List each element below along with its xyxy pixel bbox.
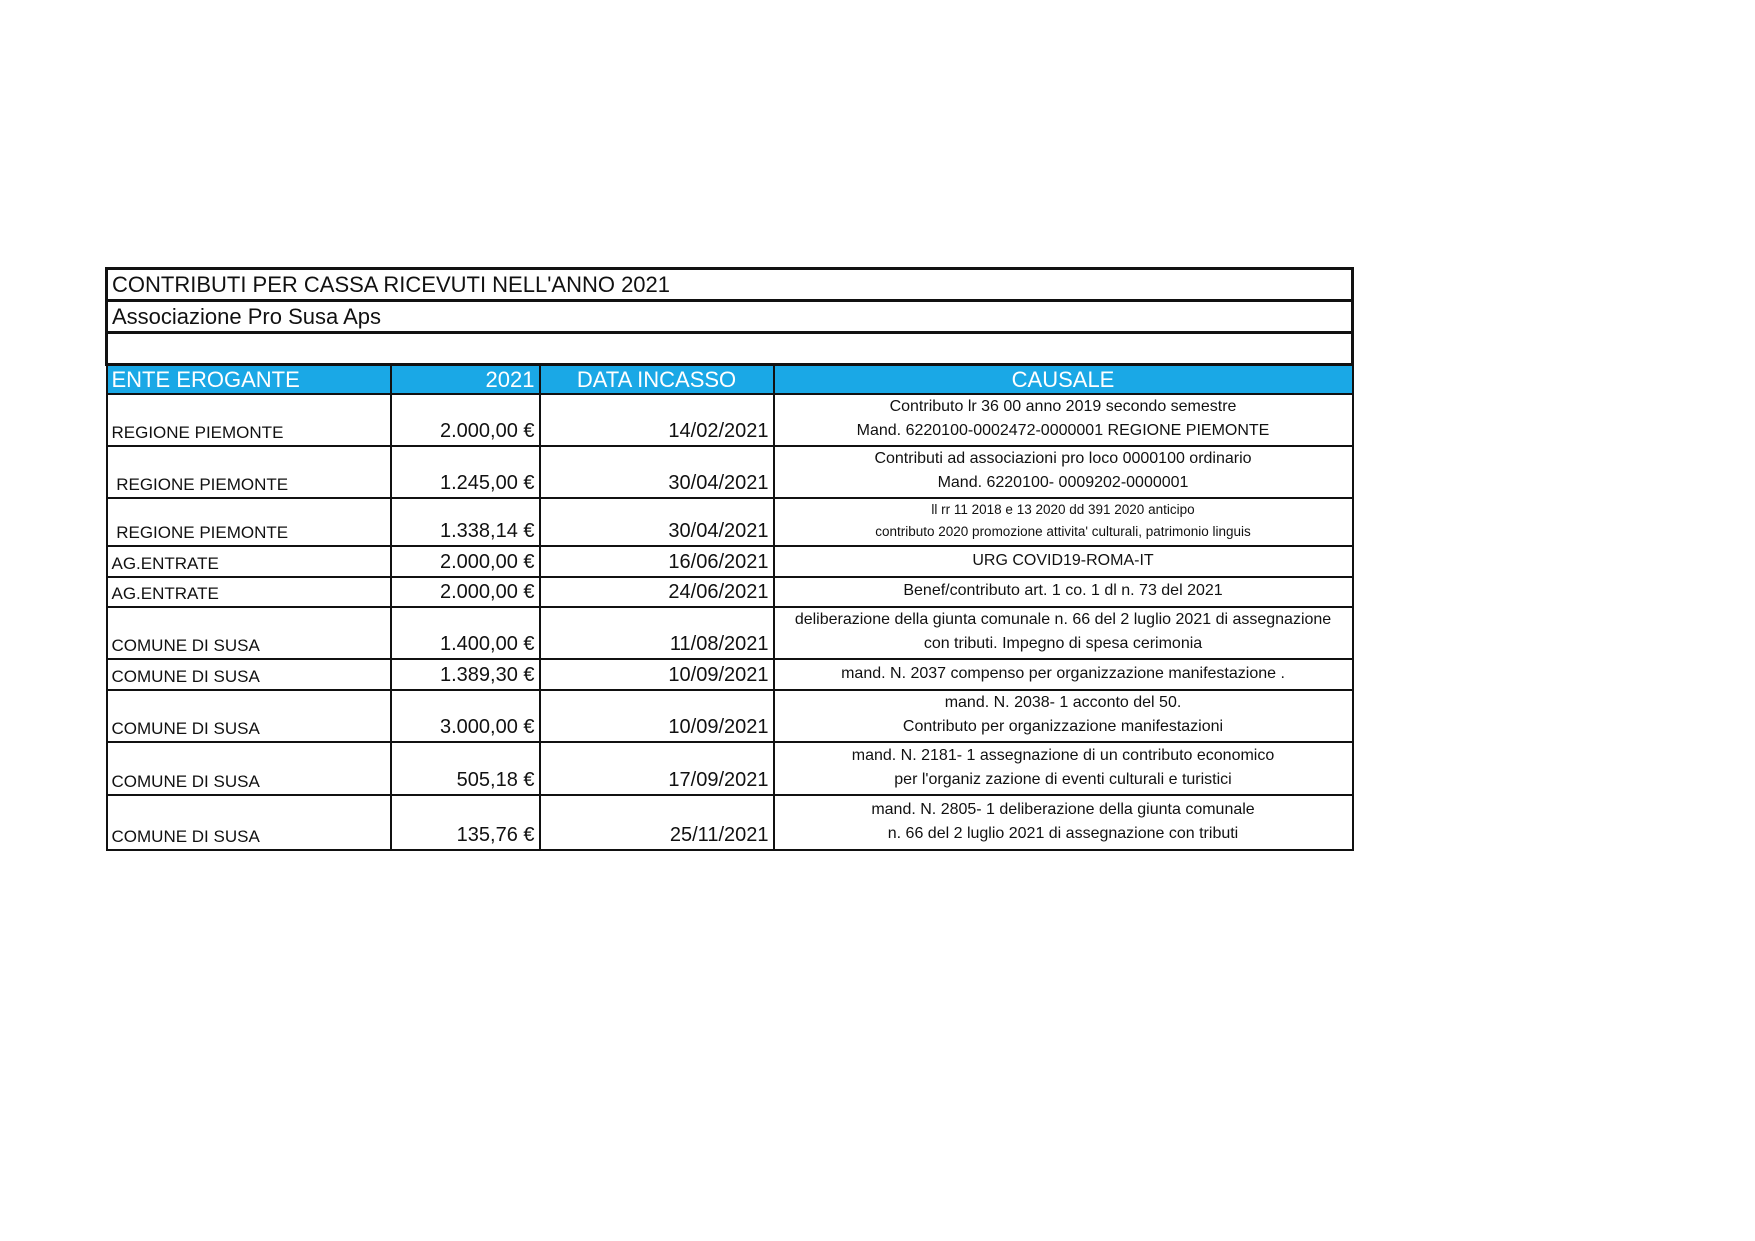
causale-line: mand. N. 2037 compenso per organizzazion…	[841, 664, 1285, 682]
cell-importo: 2.000,00 €	[389, 545, 541, 578]
causale-line: mand. N. 2038- 1 acconto del 50.	[944, 694, 1182, 711]
cell-data: 25/11/2021	[538, 794, 775, 851]
cell-ente: REGIONE PIEMONTE	[105, 497, 392, 547]
cell-ente: REGIONE PIEMONTE	[105, 445, 392, 499]
causale-line: Mand. 6220100- 0009202-0000001	[937, 474, 1189, 491]
cell-ente: AG.ENTRATE	[105, 545, 392, 578]
table-row: AG.ENTRATE 2.000,00 €24/06/2021 Benef/cont…	[105, 576, 1354, 608]
col-year: 2021	[389, 363, 541, 395]
cell-ente: AG.ENTRATE	[105, 576, 392, 608]
table-row: COMUNE DI SUSA 3.000,00 €10/09/2021 mand. …	[105, 689, 1354, 743]
causale-line: ll rr 11 2018 e 13 2020 dd 391 2020 anti…	[931, 502, 1195, 517]
cell-data: 10/09/2021	[538, 689, 775, 743]
column-headers: ENTE EROGANTE 2021 DATA INCASSO CAUSALE	[105, 363, 1354, 395]
cell-data: 24/06/2021	[538, 576, 775, 608]
cell-data: 30/04/2021	[538, 497, 775, 547]
cell-ente: COMUNE DI SUSA	[105, 741, 392, 796]
cell-causale: deliberazione della giunta comunale n. 6…	[772, 606, 1354, 660]
cell-causale: ll rr 11 2018 e 13 2020 dd 391 2020 anti…	[772, 497, 1354, 547]
table-row: REGIONE PIEMONTE 2.000,00 €14/02/2021 Cont…	[105, 393, 1354, 447]
table-row: COMUNE DI SUSA 1.400,00 €11/08/2021 delibe…	[105, 606, 1354, 660]
causale-line: Contributi ad associazioni pro loco 0000…	[874, 450, 1252, 467]
causale-line: per l'organiz zazione di eventi cultural…	[894, 770, 1232, 788]
table-row: COMUNE DI SUSA 135,76 €25/11/2021 mand. N.…	[105, 794, 1354, 851]
causale-line: Mand. 6220100-0002472-0000001 REGIONE PI…	[856, 422, 1270, 439]
col-ente: ENTE EROGANTE	[105, 363, 392, 395]
table-row: AG.ENTRATE 2.000,00 €16/06/2021 URG COVID1…	[105, 545, 1354, 578]
col-causale: CAUSALE	[772, 363, 1354, 395]
causale-line: con tributi. Impegno di spesa cerimonia	[923, 635, 1203, 652]
causale-line: Contributo lr 36 00 anno 2019 secondo se…	[889, 398, 1237, 415]
causale-line: mand. N. 2805- 1 deliberazione della giu…	[871, 800, 1255, 818]
cell-causale: Benef/contributo art. 1 co. 1 dl n. 73 d…	[772, 576, 1354, 608]
table-subtitle: Associazione Pro Susa Aps	[104, 299, 1355, 334]
cell-data: 10/09/2021	[538, 658, 775, 691]
empty-row	[104, 331, 1355, 366]
cell-importo: 3.000,00 €	[389, 689, 541, 743]
cell-ente: REGIONE PIEMONTE	[105, 393, 392, 447]
causale-line: deliberazione della giunta comunale n. 6…	[794, 611, 1332, 628]
cell-importo: 2.000,00 €	[389, 393, 541, 447]
cell-importo: 1.245,00 €	[389, 445, 541, 499]
causale-line: n. 66 del 2 luglio 2021 di assegnazione …	[887, 824, 1239, 842]
cell-causale: Contributi ad associazioni pro loco 0000…	[772, 445, 1354, 499]
cell-importo: 1.338,14 €	[389, 497, 541, 547]
causale-line: URG COVID19-ROMA-IT	[972, 551, 1154, 569]
cell-causale: mand. N. 2037 compenso per organizzazion…	[772, 658, 1354, 691]
cell-importo: 2.000,00 €	[389, 576, 541, 608]
cell-data: 17/09/2021	[538, 741, 775, 796]
cell-causale: Contributo lr 36 00 anno 2019 secondo se…	[772, 393, 1354, 447]
cell-data: 11/08/2021	[538, 606, 775, 660]
cell-ente: COMUNE DI SUSA	[105, 794, 392, 851]
cell-importo: 135,76 €	[389, 794, 541, 851]
cell-data: 30/04/2021	[538, 445, 775, 499]
contributions-table: CONTRIBUTI PER CASSA RICEVUTI NELL'ANNO …	[104, 267, 1355, 851]
causale-line: Benef/contributo art. 1 co. 1 dl n. 73 d…	[903, 582, 1223, 599]
causale-line: contributo 2020 promozione attivita' cul…	[875, 524, 1251, 539]
cell-importo: 1.400,00 €	[389, 606, 541, 660]
cell-ente: COMUNE DI SUSA	[105, 689, 392, 743]
cell-causale: mand. N. 2181- 1 assegnazione di un cont…	[772, 741, 1354, 796]
causale-line: Contributo per organizzazione manifestaz…	[902, 718, 1224, 735]
cell-data: 14/02/2021	[538, 393, 775, 447]
cell-data: 16/06/2021	[538, 545, 775, 578]
cell-ente: COMUNE DI SUSA	[105, 606, 392, 660]
table-title: CONTRIBUTI PER CASSA RICEVUTI NELL'ANNO …	[104, 267, 1355, 302]
col-data: DATA INCASSO	[538, 363, 775, 395]
cell-importo: 1.389,30 €	[389, 658, 541, 691]
table-row: COMUNE DI SUSA 1.389,30 €10/09/2021 mand. …	[105, 658, 1354, 691]
table-row: COMUNE DI SUSA 505,18 €17/09/2021 mand. N.…	[105, 741, 1354, 796]
table-row: REGIONE PIEMONTE 1.245,00 €30/04/2021 Cont…	[105, 445, 1354, 499]
cell-causale: URG COVID19-ROMA-IT	[772, 545, 1354, 578]
table-row: REGIONE PIEMONTE 1.338,14 €30/04/2021 ll r…	[105, 497, 1354, 547]
cell-causale: mand. N. 2805- 1 deliberazione della giu…	[772, 794, 1354, 851]
cell-ente: COMUNE DI SUSA	[105, 658, 392, 691]
cell-importo: 505,18 €	[389, 741, 541, 796]
cell-causale: mand. N. 2038- 1 acconto del 50. Contribu…	[772, 689, 1354, 743]
causale-line: mand. N. 2181- 1 assegnazione di un cont…	[851, 746, 1275, 764]
